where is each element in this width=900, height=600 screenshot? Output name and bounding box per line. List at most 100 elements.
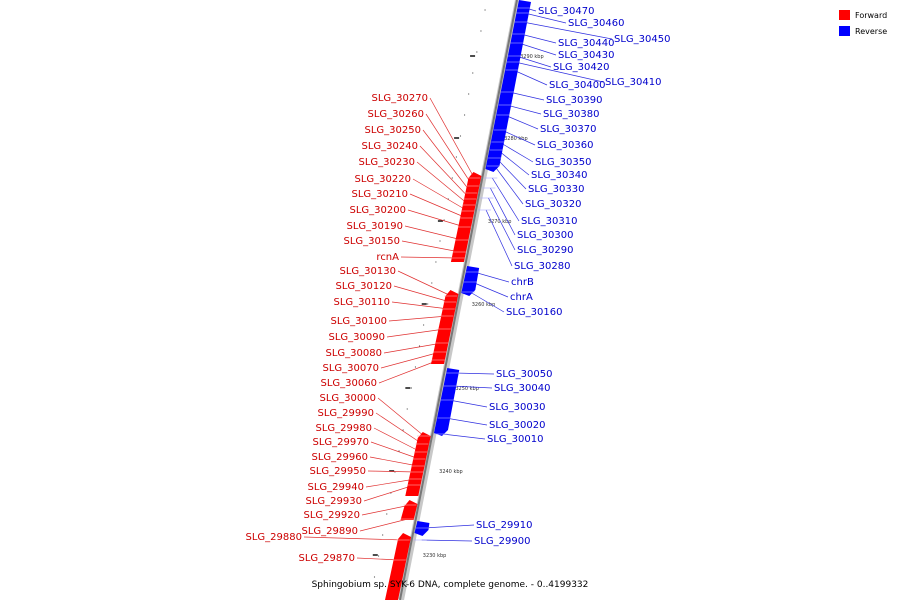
forward-leader-line — [367, 470, 417, 473]
forward-leader-line — [363, 484, 415, 502]
minor-tick — [468, 93, 470, 95]
reverse-leader-line — [495, 157, 527, 190]
reverse-gene-label: SLG_30360 — [537, 140, 593, 151]
reverse-gene-label: SLG_30330 — [528, 184, 584, 195]
reverse-gene-label: chrB — [511, 277, 534, 288]
reverse-leader-line — [424, 524, 475, 529]
forward-leader-line — [397, 270, 452, 297]
reverse-gene-label: SLG_30310 — [521, 216, 577, 227]
reverse-gene-label: SLG_30280 — [514, 261, 570, 272]
scale-ticks: 3290 kbp 3280 kbp 3270 kbp 3260 kbp 3250 kbp… — [372, 9, 544, 578]
tick-label: 3290 kbp — [520, 54, 544, 60]
map-caption: Sphingobium sp. SYK-6 DNA, complete geno… — [312, 580, 589, 590]
reverse-gene-block — [485, 0, 531, 172]
forward-leader-line — [425, 113, 474, 187]
forward-gene-label: SLG_30150 — [344, 236, 400, 247]
legend-reverse-label: Reverse — [855, 27, 887, 36]
reverse-gene-label: SLG_30030 — [489, 402, 545, 413]
forward-leader-line — [378, 359, 439, 384]
reverse-leader-line — [518, 42, 557, 56]
forward-gene-label: SLG_30110 — [334, 297, 390, 308]
minor-tick — [398, 450, 400, 452]
forward-leader-line — [377, 397, 425, 437]
forward-leader-line — [361, 504, 411, 516]
forward-gene-label: SLG_29880 — [246, 532, 302, 543]
reverse-leader-line — [501, 129, 536, 146]
forward-gene-label: SLG_30190 — [347, 221, 403, 232]
forward-gene-label: SLG_29930 — [306, 496, 362, 507]
tick-label: 3240 kbp — [439, 469, 463, 475]
reverse-gene-label: SLG_30370 — [540, 124, 596, 135]
forward-gene-label: SLG_29940 — [308, 482, 364, 493]
reverse-leader-line — [494, 165, 524, 205]
forward-gene-label: SLG_30060 — [321, 378, 377, 389]
forward-gene-label: SLG_30240 — [362, 141, 418, 152]
gene-blocks — [385, 0, 531, 600]
forward-gene-label: SLG_30200 — [350, 205, 406, 216]
minor-tick — [406, 408, 408, 410]
reverse-gene-label: SLG_30460 — [568, 18, 624, 29]
minor-tick — [386, 513, 388, 515]
tick-label: 3280 kbp — [504, 136, 528, 142]
forward-gene-block — [385, 533, 412, 600]
reverse-leader-line — [491, 177, 520, 222]
forward-gene-label: SLG_30130 — [340, 266, 396, 277]
forward-gene-label: SLG_30120 — [336, 281, 392, 292]
tick-label: 3260 kbp — [472, 302, 496, 308]
reverse-gene-label: SLG_30440 — [558, 38, 614, 49]
forward-leader-line — [383, 342, 443, 354]
minor-tick — [410, 387, 412, 389]
forward-leader-line — [401, 240, 460, 253]
forward-leader-line — [407, 209, 465, 228]
forward-gene-label: SLG_30250 — [365, 125, 421, 136]
forward-leader-line — [391, 301, 449, 310]
forward-leader-line — [419, 145, 471, 200]
forward-leader-line — [412, 178, 469, 212]
reverse-leader-line — [451, 385, 493, 389]
reverse-gene-label: SLG_30040 — [494, 383, 550, 394]
reverse-leader-line — [454, 372, 495, 375]
reverse-leader-line — [469, 291, 505, 313]
reverse-gene-label: SLG_30390 — [546, 95, 602, 106]
reverse-gene-label: SLG_30350 — [535, 157, 591, 168]
minor-tick — [459, 135, 462, 137]
reverse-leader-line — [506, 104, 542, 115]
minor-tick — [402, 429, 404, 431]
reverse-leader-line — [485, 209, 513, 267]
minor-tick — [382, 534, 384, 536]
reverse-gene-block — [414, 521, 430, 536]
forward-gene-label: SLG_30210 — [352, 189, 408, 200]
reverse-gene-label: SLG_30010 — [487, 434, 543, 445]
forward-leader-line — [380, 351, 441, 369]
minor-tick — [439, 240, 441, 242]
minor-tick — [423, 324, 425, 326]
minor-tick — [472, 72, 474, 74]
reverse-leader-line — [445, 417, 488, 426]
forward-leader-line — [416, 161, 470, 206]
reverse-leader-line — [421, 539, 473, 542]
reverse-leader-line — [490, 187, 516, 236]
reverse-leader-line — [448, 399, 488, 408]
reverse-leader-line — [497, 149, 530, 176]
minor-tick — [451, 177, 453, 179]
forward-leader-line — [373, 427, 422, 453]
forward-gene-label: SLG_30220 — [355, 174, 411, 185]
reverse-leader-line — [515, 55, 552, 68]
minor-tick — [435, 261, 437, 263]
forward-gene-label: rcnA — [376, 252, 399, 263]
forward-gene-label: SLG_29890 — [302, 526, 358, 537]
forward-leader-line — [409, 193, 467, 219]
forward-leader-line — [386, 328, 445, 338]
tick-label: 3270 kbp — [488, 219, 512, 225]
forward-gene-label: SLG_30080 — [326, 348, 382, 359]
forward-gene-label: SLG_29970 — [313, 437, 369, 448]
minor-tick — [373, 576, 376, 578]
tick-label: 3230 kbp — [423, 553, 447, 559]
reverse-leader-line — [513, 69, 548, 86]
forward-gene-label: SLG_30000 — [320, 393, 376, 404]
reverse-gene-label: SLG_30420 — [553, 62, 609, 73]
forward-gene-block — [431, 290, 459, 364]
reverse-gene-label: SLG_30470 — [538, 6, 594, 17]
genome-backbone — [398, 0, 521, 600]
minor-tick — [431, 282, 433, 284]
